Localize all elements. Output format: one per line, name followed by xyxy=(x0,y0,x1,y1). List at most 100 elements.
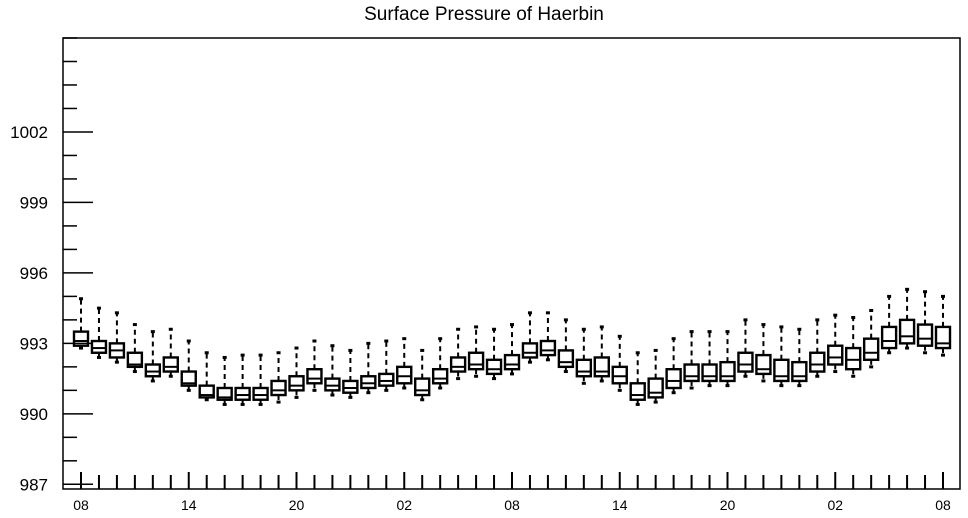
box-iqr xyxy=(414,377,431,397)
box-iqr xyxy=(431,368,449,385)
x-tick-label: 02 xyxy=(396,497,412,513)
box-8 xyxy=(216,355,233,406)
y-tick-label: 999 xyxy=(20,193,48,212)
box-19 xyxy=(414,348,431,402)
box-iqr xyxy=(665,368,682,390)
box-0 xyxy=(72,297,90,350)
box-iqr xyxy=(360,375,377,390)
box-iqr xyxy=(378,372,395,387)
box-iqr xyxy=(898,318,916,345)
x-tick-label: 08 xyxy=(504,497,520,513)
box-iqr xyxy=(90,339,108,354)
box-iqr xyxy=(162,356,179,373)
box-iqr xyxy=(629,382,646,401)
box-4 xyxy=(144,330,162,383)
box-23 xyxy=(485,327,503,381)
box-iqr xyxy=(324,377,341,392)
box-iqr xyxy=(467,351,485,371)
box-37 xyxy=(737,318,754,378)
box-iqr xyxy=(539,339,557,357)
box-iqr xyxy=(916,323,934,347)
box-28 xyxy=(575,327,593,385)
x-tick-label: 14 xyxy=(612,497,628,513)
box-47 xyxy=(916,290,934,355)
box-iqr xyxy=(521,342,539,359)
box-iqr xyxy=(791,360,808,383)
box-34 xyxy=(683,330,700,390)
box-iqr xyxy=(593,356,610,378)
box-17 xyxy=(378,339,395,392)
box-iqr xyxy=(862,337,880,362)
chart-title: Surface Pressure of Haerbin xyxy=(364,4,604,25)
x-tick-label: 08 xyxy=(73,497,89,513)
box-36 xyxy=(719,330,736,388)
box-iqr xyxy=(288,375,305,392)
box-iqr xyxy=(180,370,197,387)
box-iqr xyxy=(683,363,700,383)
plot-frame xyxy=(62,37,961,490)
box-iqr xyxy=(144,363,162,378)
box-iqr xyxy=(252,386,269,401)
box-iqr xyxy=(485,358,503,376)
box-5 xyxy=(162,327,179,378)
box-iqr xyxy=(575,358,593,378)
y-tick-label: 996 xyxy=(20,264,48,283)
box-iqr xyxy=(396,365,413,385)
box-iqr xyxy=(773,358,790,383)
box-18 xyxy=(396,337,413,390)
box-iqr xyxy=(845,346,862,371)
box-iqr xyxy=(719,360,736,383)
box-iqr xyxy=(126,351,144,369)
box-27 xyxy=(557,318,575,374)
box-iqr xyxy=(701,363,718,383)
box-25 xyxy=(521,311,539,364)
box-48 xyxy=(934,294,952,357)
box-10 xyxy=(252,353,269,406)
box-43 xyxy=(845,316,862,378)
box-41 xyxy=(809,318,826,378)
box-11 xyxy=(270,351,287,404)
box-42 xyxy=(827,313,844,374)
box-iqr xyxy=(270,379,287,397)
box-9 xyxy=(234,353,251,406)
box-38 xyxy=(755,323,772,383)
x-tick-label: 02 xyxy=(827,497,843,513)
box-32 xyxy=(647,348,664,404)
x-tick-label: 20 xyxy=(720,497,736,513)
box-iqr xyxy=(198,384,215,399)
box-20 xyxy=(431,337,449,390)
box-24 xyxy=(503,323,521,376)
box-iqr xyxy=(755,353,772,376)
box-iqr xyxy=(216,386,233,401)
box-1 xyxy=(90,306,108,359)
box-iqr xyxy=(880,325,898,350)
box-iqr xyxy=(827,344,844,366)
box-16 xyxy=(360,341,377,395)
box-31 xyxy=(629,351,646,406)
box-iqr xyxy=(503,353,521,371)
box-13 xyxy=(306,339,323,392)
box-iqr xyxy=(342,379,359,394)
box-33 xyxy=(665,337,682,395)
box-35 xyxy=(701,330,718,388)
box-iqr xyxy=(737,351,754,373)
y-tick-label: 987 xyxy=(20,475,48,494)
box-iqr xyxy=(306,368,323,385)
box-12 xyxy=(288,346,305,399)
box-14 xyxy=(324,344,341,397)
box-30 xyxy=(611,334,628,392)
x-tick-label: 14 xyxy=(181,497,197,513)
box-44 xyxy=(862,308,880,369)
box-iqr xyxy=(234,386,251,401)
box-iqr xyxy=(611,365,628,385)
box-iqr xyxy=(557,349,575,369)
box-46 xyxy=(898,287,916,350)
box-3 xyxy=(126,323,144,374)
box-39 xyxy=(773,325,790,388)
box-15 xyxy=(342,348,359,399)
box-2 xyxy=(108,311,126,364)
box-7 xyxy=(198,351,215,402)
box-iqr xyxy=(72,330,90,347)
box-21 xyxy=(449,327,467,381)
